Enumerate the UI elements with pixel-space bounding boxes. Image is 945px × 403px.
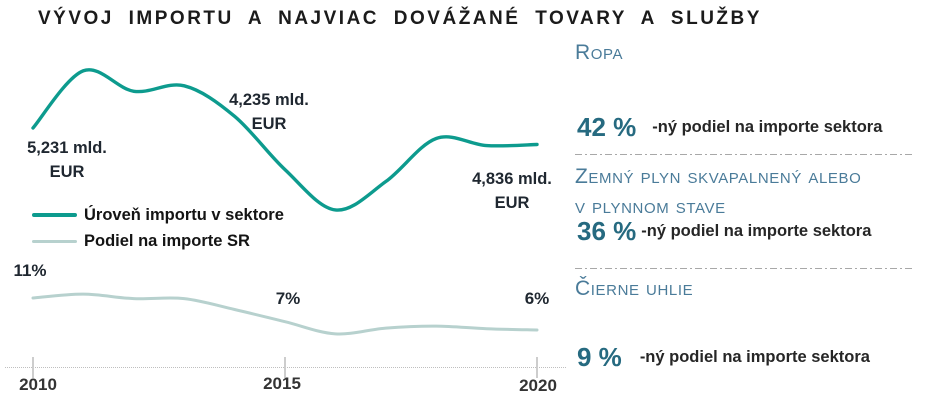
import-unit-2015: EUR bbox=[251, 115, 287, 133]
x-axis-tick-2020 bbox=[536, 357, 538, 378]
import-value-label-2010: 5,231 mld. EUR bbox=[27, 136, 107, 184]
x-axis-label-2010: 2010 bbox=[19, 375, 57, 394]
import-unit-2020: EUR bbox=[494, 194, 530, 212]
dash-dot-divider bbox=[575, 154, 912, 155]
legend-label-import-share: Podiel na importe SR bbox=[84, 231, 250, 250]
panel-heading-cierne-uhlie: Čierne uhlie bbox=[575, 277, 694, 300]
share-label-2010: 11% bbox=[13, 261, 47, 280]
x-axis-label-2020: 2020 bbox=[519, 376, 557, 395]
import-value-2010: 5,231 mld. bbox=[27, 139, 107, 157]
legend-line-dark-icon bbox=[32, 213, 77, 217]
import-unit-2010: EUR bbox=[49, 163, 85, 181]
page-title: VÝVOJ IMPORTU A NAJVIAC DOVÁŽANÉ TOVARY … bbox=[38, 8, 762, 29]
legend-item-import-share: Podiel na importe SR bbox=[32, 228, 284, 254]
stat-desc-cierne-uhlie: -ný podiel na importe sektora bbox=[639, 347, 870, 366]
stat-row-ropa: 42 % -ný podiel na importe sektora bbox=[577, 112, 882, 142]
import-value-2015: 4,235 mld. bbox=[229, 91, 309, 109]
stat-row-cierne-uhlie: 9 % -ný podiel na importe sektora bbox=[577, 342, 870, 372]
panel-heading-ropa: Ropa bbox=[575, 41, 624, 64]
dash-dot-divider bbox=[575, 268, 912, 269]
line-import-level bbox=[31, 68, 539, 212]
x-axis-tick-2015 bbox=[284, 357, 286, 378]
stat-row-zemny-plyn: 36 % -ný podiel na importe sektora bbox=[577, 216, 871, 246]
stat-value-cierne-uhlie: 9 % bbox=[577, 342, 622, 372]
stat-value-zemny-plyn: 36 % bbox=[577, 216, 637, 246]
panel-heading-zemny-plyn-line1: Zemný plyn skvapalnený alebo bbox=[575, 165, 862, 188]
import-value-label-2020: 4,836 mld. EUR bbox=[472, 167, 552, 215]
import-value-label-2015: 4,235 mld. EUR bbox=[229, 88, 309, 136]
chart-legend: Úroveň importu v sektore Podiel na impor… bbox=[32, 202, 284, 254]
x-axis-label-2015: 2015 bbox=[263, 374, 301, 393]
x-axis-tick-2010 bbox=[32, 357, 34, 378]
stat-desc-ropa: -ný podiel na importe sektora bbox=[652, 117, 883, 136]
share-label-2020: 6% bbox=[524, 289, 550, 308]
panel-heading-zemny-plyn: Zemný plyn skvapalnený alebo v plynnom s… bbox=[575, 162, 861, 222]
legend-item-import-level: Úroveň importu v sektore bbox=[32, 202, 284, 228]
legend-label-import-level: Úroveň importu v sektore bbox=[84, 205, 284, 224]
share-label-2015: 7% bbox=[275, 289, 301, 308]
line-import-share bbox=[31, 292, 539, 336]
import-value-2020: 4,836 mld. bbox=[472, 170, 552, 188]
stat-value-ropa: 42 % bbox=[577, 112, 637, 142]
panel-heading-zemny-plyn-line2: v plynnom stave bbox=[575, 195, 726, 218]
legend-line-light-icon bbox=[32, 239, 77, 243]
stat-desc-zemny-plyn: -ný podiel na importe sektora bbox=[641, 221, 872, 240]
